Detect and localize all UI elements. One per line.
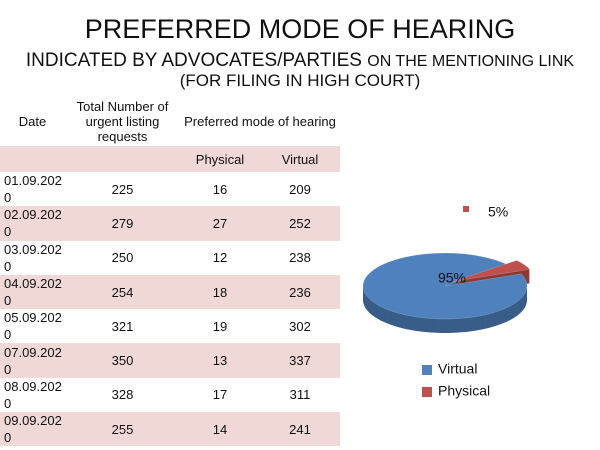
column-header: Preferred mode of hearing [184,113,336,129]
cell: 17 [212,387,228,403]
cell: 241 [260,412,341,447]
table-row: 07.09.2020 350 13 337 [0,343,341,378]
cell: 252 [260,206,341,241]
cell [0,146,65,172]
legend-swatch [422,365,432,375]
label-key [463,206,469,212]
cell: 238 [289,250,311,266]
table-row: 01.09.2020 225 16 209 [0,172,340,206]
table-row: 03.09.2020 250 12 238 [0,241,340,275]
cell: 13 [180,343,260,378]
pie-slice [453,260,531,282]
pie-slice [362,252,528,320]
header-row: Date Total Number of urgent listing requ… [0,96,340,146]
subtitle-part: ON THE MENTIONING LINK [367,53,575,70]
data-label: 5% [488,204,508,220]
note: (FOR FILING IN HIGH COURT) [179,71,421,90]
cell: 225 [111,181,134,197]
cell: 302 [289,318,311,334]
legend-label: Virtual [438,361,477,377]
cell: 08.09.2020 [4,378,62,411]
cell: 254 [65,274,180,310]
column-header: Physical [180,146,260,172]
cell: 279 [65,206,180,241]
data-table: Date Total Number of urgent listing requ… [0,96,341,447]
subtitle: INDICATED BY ADVOCATES/PARTIES ON THE ME… [0,50,600,72]
cell: 02.09.2020 [0,206,65,241]
cell: 07.09.2020 [0,343,65,378]
legend-label: Physical [438,383,490,399]
cell: 255 [65,412,180,447]
cell [65,146,180,172]
cell: 236 [260,274,341,310]
cell: 350 [65,343,180,378]
cell: 04.09.2020 [0,274,65,310]
table-row: 04.09.2020 254 18 236 [0,274,341,310]
cell: 03.09.2020 [4,241,62,274]
subheader-row: Physical Virtual [0,146,341,172]
data-label: 95% [438,270,466,286]
cell: 12 [212,250,228,266]
cell: 18 [180,274,260,310]
table-row: 05.09.2020 321 19 302 [0,309,340,343]
column-header: Date [18,113,47,129]
cell: 328 [111,387,134,403]
cell: 311 [289,387,311,403]
cell: 19 [212,318,228,334]
cell: 321 [111,318,134,334]
column-header: Virtual [260,146,341,172]
cell: 16 [212,181,228,197]
table-row: 09.09.2020 255 14 241 [0,412,341,447]
title: PREFERRED MODE OF HEARING [84,14,516,44]
cell: 209 [289,181,311,197]
legend-swatch [422,387,432,397]
cell: 01.09.2020 [4,173,62,206]
cell: 05.09.2020 [4,310,62,343]
column-header: Total Number of urgent listing requests [76,98,169,144]
cell: 09.09.2020 [0,412,65,447]
subtitle-part: INDICATED BY ADVOCATES/PARTIES [25,50,362,71]
table-row: 02.09.2020 279 27 252 [0,206,341,241]
cell: 27 [180,206,260,241]
cell: 337 [260,343,341,378]
cell: 14 [180,412,260,447]
table-row: 08.09.2020 328 17 311 [0,378,340,412]
cell: 250 [111,250,134,266]
pie-chart: 95% 5% Virtual Physical [362,204,531,399]
